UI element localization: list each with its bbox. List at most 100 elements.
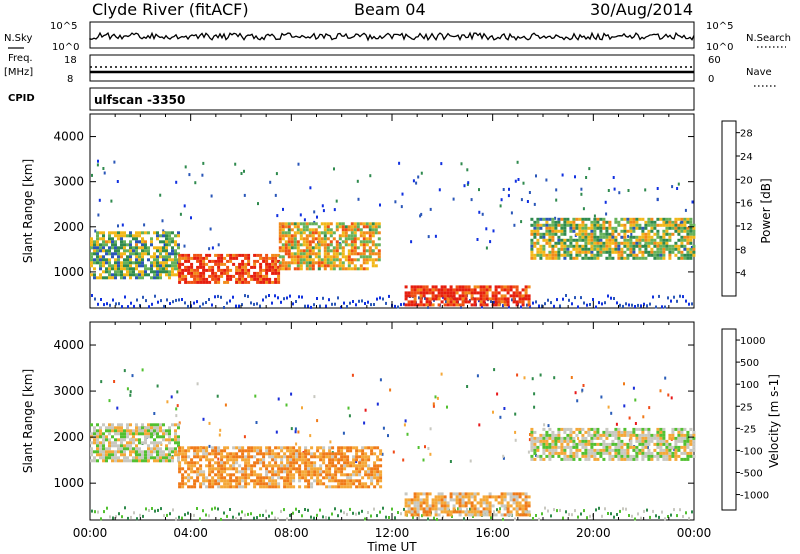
power-echo-cell bbox=[278, 255, 282, 259]
velocity-echo-cell bbox=[470, 504, 474, 508]
power-echo-cell bbox=[256, 253, 260, 257]
power-echo-cell bbox=[569, 256, 573, 260]
power-scatter-cell bbox=[690, 246, 693, 249]
velocity-echo-cell bbox=[316, 449, 320, 453]
power-echo-cell bbox=[108, 267, 111, 271]
velocity-speckle-cell bbox=[214, 506, 216, 510]
velocity-echo-cell bbox=[271, 452, 275, 456]
velocity-echo-cell bbox=[617, 457, 621, 461]
velocity-echo-cell bbox=[187, 461, 191, 465]
velocity-echo-cell bbox=[662, 457, 666, 461]
velocity-echo-cell bbox=[168, 441, 171, 445]
velocity-echo-cell bbox=[108, 456, 111, 460]
velocity-echo-cell bbox=[117, 459, 120, 463]
power-echo-cell bbox=[256, 259, 260, 263]
power-echo-cell bbox=[362, 243, 366, 247]
power-echo-cell bbox=[162, 234, 165, 238]
velocity-echo-cell bbox=[162, 423, 165, 427]
power-echo-cell bbox=[96, 234, 99, 238]
power-echo-cell bbox=[111, 264, 114, 268]
power-echo-cell bbox=[536, 247, 540, 251]
velocity-echo-cell bbox=[190, 485, 194, 489]
power-echo-cell bbox=[229, 253, 233, 257]
power-speckle-cell bbox=[358, 299, 360, 303]
power-echo-cell bbox=[178, 259, 182, 263]
power-echo-cell bbox=[428, 300, 432, 304]
power-echo-cell bbox=[425, 291, 429, 295]
power-echo-cell bbox=[500, 297, 504, 301]
velocity-echo-cell bbox=[515, 510, 519, 514]
power-echo-cell bbox=[365, 225, 369, 229]
velocity-echo-cell bbox=[241, 458, 245, 462]
velocity-echo-cell bbox=[292, 473, 296, 477]
velocity-echo-cell bbox=[268, 485, 272, 489]
velocity-echo-cell bbox=[220, 458, 224, 462]
power-echo-cell bbox=[407, 300, 411, 304]
velocity-echo-cell bbox=[322, 449, 326, 453]
power-echo-cell bbox=[578, 235, 582, 239]
power-echo-cell bbox=[308, 234, 312, 238]
velocity-echo-cell bbox=[337, 482, 341, 486]
velocity-echo-cell bbox=[434, 513, 438, 517]
power-echo-cell bbox=[326, 261, 330, 265]
velocity-echo-cell bbox=[364, 446, 368, 450]
power-echo-cell bbox=[220, 253, 224, 257]
power-echo-cell bbox=[281, 231, 285, 235]
power-echo-cell bbox=[614, 217, 618, 221]
power-echo-cell bbox=[256, 274, 260, 278]
velocity-echo-cell bbox=[367, 485, 371, 489]
velocity-echo-cell bbox=[355, 455, 359, 459]
power-echo-cell bbox=[689, 217, 693, 221]
velocity-echo-cell bbox=[578, 448, 582, 452]
velocity-echo-cell bbox=[238, 455, 242, 459]
velocity-echo-cell bbox=[211, 464, 215, 468]
power-echo-cell bbox=[596, 217, 600, 221]
power-echo-cell bbox=[347, 243, 351, 247]
power-echo-cell bbox=[217, 268, 221, 272]
velocity-echo-cell bbox=[298, 464, 302, 468]
velocity-echo-cell bbox=[114, 438, 117, 442]
velocity-speckle-cell bbox=[211, 507, 213, 511]
velocity-echo-cell bbox=[467, 501, 471, 505]
velocity-echo-cell bbox=[214, 473, 218, 477]
power-scatter-cell bbox=[96, 163, 99, 167]
power-echo-cell bbox=[536, 226, 540, 230]
velocity-echo-cell bbox=[355, 464, 359, 468]
power-echo-cell bbox=[689, 253, 693, 257]
power-echo-cell bbox=[344, 243, 348, 247]
velocity-echo-cell bbox=[159, 441, 162, 445]
velocity-echo-cell bbox=[310, 446, 314, 450]
power-speckle-cell bbox=[562, 297, 564, 301]
velocity-echo-cell bbox=[373, 461, 377, 465]
power-echo-cell bbox=[356, 258, 360, 262]
power-echo-cell bbox=[135, 276, 138, 280]
velocity-echo-cell bbox=[581, 433, 585, 437]
velocity-scatter-cell bbox=[502, 454, 505, 458]
power-echo-cell bbox=[278, 246, 282, 250]
power-echo-cell bbox=[159, 264, 162, 268]
power-echo-cell bbox=[202, 259, 206, 263]
velocity-echo-cell bbox=[298, 485, 302, 489]
velocity-echo-cell bbox=[647, 430, 651, 434]
velocity-echo-cell bbox=[253, 470, 257, 474]
power-echo-cell bbox=[326, 243, 330, 247]
velocity-echo-cell bbox=[316, 473, 320, 477]
power-echo-cell bbox=[473, 288, 477, 292]
velocity-echo-cell bbox=[352, 470, 356, 474]
velocity-echo-cell bbox=[470, 513, 474, 517]
velocity-echo-cell bbox=[680, 433, 684, 437]
velocity-echo-cell bbox=[220, 449, 224, 453]
power-echo-cell bbox=[332, 261, 336, 265]
power-echo-cell bbox=[557, 238, 561, 242]
velocity-echo-cell bbox=[144, 459, 147, 463]
velocity-echo-cell bbox=[419, 498, 423, 502]
power-echo-cell bbox=[428, 288, 432, 292]
power-scatter-cell bbox=[143, 223, 146, 227]
velocity-speckle-cell bbox=[496, 508, 498, 512]
power-echo-cell bbox=[144, 273, 147, 277]
power-echo-cell bbox=[171, 246, 174, 250]
power-echo-cell bbox=[452, 303, 456, 307]
power-speckle-cell bbox=[598, 301, 600, 305]
power-speckle-cell bbox=[607, 294, 609, 298]
power-echo-cell bbox=[96, 276, 99, 280]
